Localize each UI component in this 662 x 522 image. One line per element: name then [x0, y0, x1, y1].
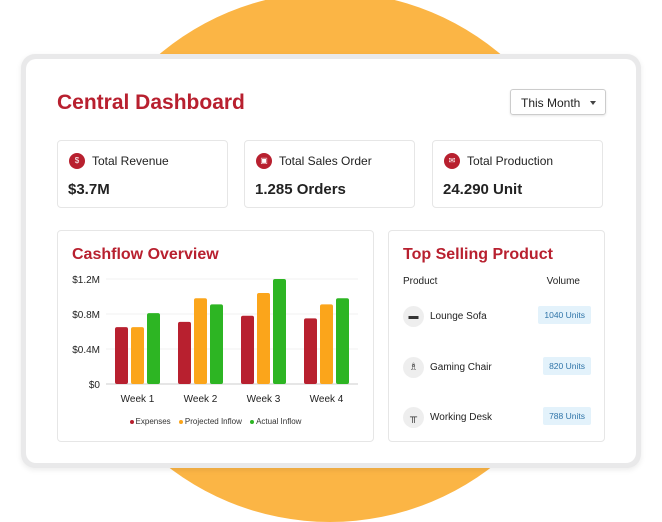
desk-icon: ╥	[403, 407, 424, 428]
stat-card-revenue: $ Total Revenue $3.7M	[57, 140, 228, 208]
sofa-icon: ▬	[403, 306, 424, 327]
y-tick-label: $0.4M	[72, 345, 100, 356]
stat-value: 24.290 Unit	[443, 181, 523, 198]
bar-expenses[interactable]	[115, 327, 128, 384]
page-title: Central Dashboard	[57, 91, 245, 114]
period-value: This Month	[521, 96, 581, 110]
order-icon: ▣	[256, 153, 272, 169]
stat-label: Total Sales Order	[279, 154, 372, 168]
bar-projected-inflow[interactable]	[257, 293, 270, 384]
stat-label: Total Production	[467, 154, 554, 168]
product-name: Lounge Sofa	[430, 311, 487, 322]
product-row[interactable]: ╥ Working Desk 788 Units	[403, 407, 591, 431]
stat-value: 1.285 Orders	[255, 181, 346, 198]
product-row[interactable]: ♗ Gaming Chair 820 Units	[403, 357, 591, 381]
y-tick-label: $0	[89, 380, 101, 391]
legend-projected: Projected Inflow	[178, 417, 242, 426]
column-header-volume: Volume	[546, 276, 580, 287]
column-header-product: Product	[403, 276, 438, 287]
y-tick-label: $0.8M	[72, 310, 100, 321]
x-tick-label: Week 3	[247, 394, 281, 405]
cashflow-panel: Cashflow Overview $0 $0.4M $0.8M $1.2M Week …	[57, 230, 374, 442]
product-row[interactable]: ▬ Lounge Sofa 1040 Units	[403, 306, 591, 330]
stat-value: $3.7M	[68, 181, 110, 198]
stat-label: Total Revenue	[92, 154, 169, 168]
bar-expenses[interactable]	[178, 321, 191, 384]
x-tick-label: Week 4	[310, 394, 344, 405]
bar-actual-inflow[interactable]	[273, 279, 286, 384]
bar-actual-inflow[interactable]	[210, 304, 223, 384]
x-tick-label: Week 1	[121, 394, 155, 405]
cashflow-chart: $0 $0.4M $0.8M $1.2M Week 1 Week 2 Week 3 Week …	[72, 275, 358, 405]
bar-expenses[interactable]	[241, 315, 254, 384]
product-name: Working Desk	[430, 412, 493, 423]
production-icon: ✉	[444, 153, 460, 169]
x-tick-label: Week 2	[184, 394, 218, 405]
bar-actual-inflow[interactable]	[147, 313, 160, 384]
chart-legend: Expenses Projected Inflow Actual Inflow	[58, 417, 373, 426]
product-name: Gaming Chair	[430, 362, 492, 373]
bar-projected-inflow[interactable]	[320, 304, 333, 384]
legend-actual: Actual Inflow	[250, 417, 301, 426]
legend-expenses: Expenses	[129, 417, 171, 426]
panel-title: Top Selling Product	[403, 246, 553, 263]
dashboard-window: Central Dashboard This Month $ Total Rev…	[21, 54, 641, 468]
stat-card-production: ✉ Total Production 24.290 Unit	[432, 140, 603, 208]
volume-badge: 820 Units	[543, 357, 591, 375]
chart-title: Cashflow Overview	[72, 246, 219, 263]
bar-projected-inflow[interactable]	[194, 298, 207, 384]
bar-actual-inflow[interactable]	[336, 298, 349, 384]
dollar-icon: $	[69, 153, 85, 169]
bar-expenses[interactable]	[304, 318, 317, 384]
volume-badge: 1040 Units	[538, 306, 591, 324]
y-tick-label: $1.2M	[72, 275, 100, 286]
volume-badge: 788 Units	[543, 407, 591, 425]
chair-icon: ♗	[403, 357, 424, 378]
period-dropdown[interactable]: This Month	[510, 89, 606, 115]
bar-projected-inflow[interactable]	[131, 327, 144, 384]
top-products-panel: Top Selling Product Product Volume ▬ Lou…	[388, 230, 605, 442]
caret-down-icon	[590, 101, 596, 105]
stat-card-sales-order: ▣ Total Sales Order 1.285 Orders	[244, 140, 415, 208]
